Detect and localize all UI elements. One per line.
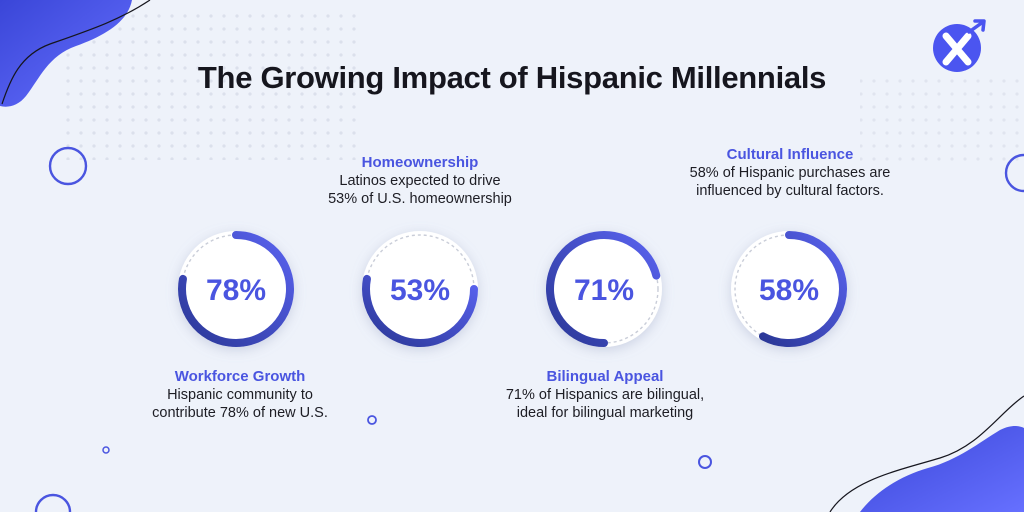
donut-arc-workforce-growth bbox=[178, 231, 294, 347]
workforce-growth-heading: Workforce Growth bbox=[174, 368, 306, 385]
dot-pattern bbox=[60, 10, 360, 160]
donut-disc-homeownership bbox=[362, 231, 478, 347]
donut-disc-cultural-influence bbox=[731, 231, 847, 347]
deco-circle bbox=[1004, 153, 1024, 193]
dot-pattern-right bbox=[860, 70, 1020, 170]
cultural-influence-desc-line1: 58% of Hispanic purchases are bbox=[689, 165, 891, 181]
deco-circle bbox=[34, 493, 72, 512]
bilingual-appeal-heading: Bilingual Appeal bbox=[546, 368, 664, 385]
homeownership-block: Homeownership Latinos expected to drive … bbox=[320, 154, 520, 208]
deco-circle bbox=[367, 415, 377, 425]
donut-arc-bilingual-appeal bbox=[546, 231, 661, 347]
donut-arc-cultural-influence bbox=[758, 231, 847, 347]
donut-value-label-cultural-influence: 58% bbox=[759, 274, 819, 307]
donut-value-label-workforce-growth: 78% bbox=[206, 274, 266, 307]
top-left-curve-line bbox=[1, 0, 151, 105]
cultural-influence-desc-line2: influenced by cultural factors. bbox=[696, 183, 884, 199]
bilingual-appeal-desc-line1: 71% of Hispanics are bilingual, bbox=[505, 387, 705, 403]
donut-disc-workforce-growth bbox=[178, 231, 294, 347]
deco-circle bbox=[102, 446, 110, 454]
workforce-growth-desc-line2: contribute 78% of new U.S. bbox=[152, 405, 328, 421]
cultural-influence-block: Cultural Influence 58% of Hispanic purch… bbox=[670, 146, 910, 200]
workforce-growth-desc-line1: Hispanic community to bbox=[167, 387, 313, 403]
x-arrow-logo-icon bbox=[933, 19, 986, 72]
bottom-right-curve-line bbox=[829, 395, 1024, 512]
bottom-right-blob bbox=[860, 426, 1024, 512]
donut-value-label-bilingual-appeal: 71% bbox=[574, 274, 634, 307]
cultural-influence-heading: Cultural Influence bbox=[726, 146, 854, 163]
homeownership-heading: Homeownership bbox=[361, 154, 479, 171]
deco-circle bbox=[48, 146, 88, 186]
bilingual-appeal-block: Bilingual Appeal 71% of Hispanics are bi… bbox=[480, 368, 730, 422]
bilingual-appeal-desc-line2: ideal for bilingual marketing bbox=[516, 405, 694, 421]
homeownership-desc-line1: Latinos expected to drive bbox=[339, 173, 501, 189]
workforce-growth-block: Workforce Growth Hispanic community to c… bbox=[130, 368, 350, 422]
donut-arc-homeownership bbox=[362, 274, 478, 348]
donut-value-label-homeownership: 53% bbox=[390, 274, 450, 307]
donut-disc-bilingual-appeal bbox=[546, 231, 662, 347]
homeownership-desc-line2: 53% of U.S. homeownership bbox=[328, 191, 512, 207]
deco-circle bbox=[698, 455, 712, 469]
page-title: The Growing Impact of Hispanic Millennia… bbox=[197, 60, 827, 95]
